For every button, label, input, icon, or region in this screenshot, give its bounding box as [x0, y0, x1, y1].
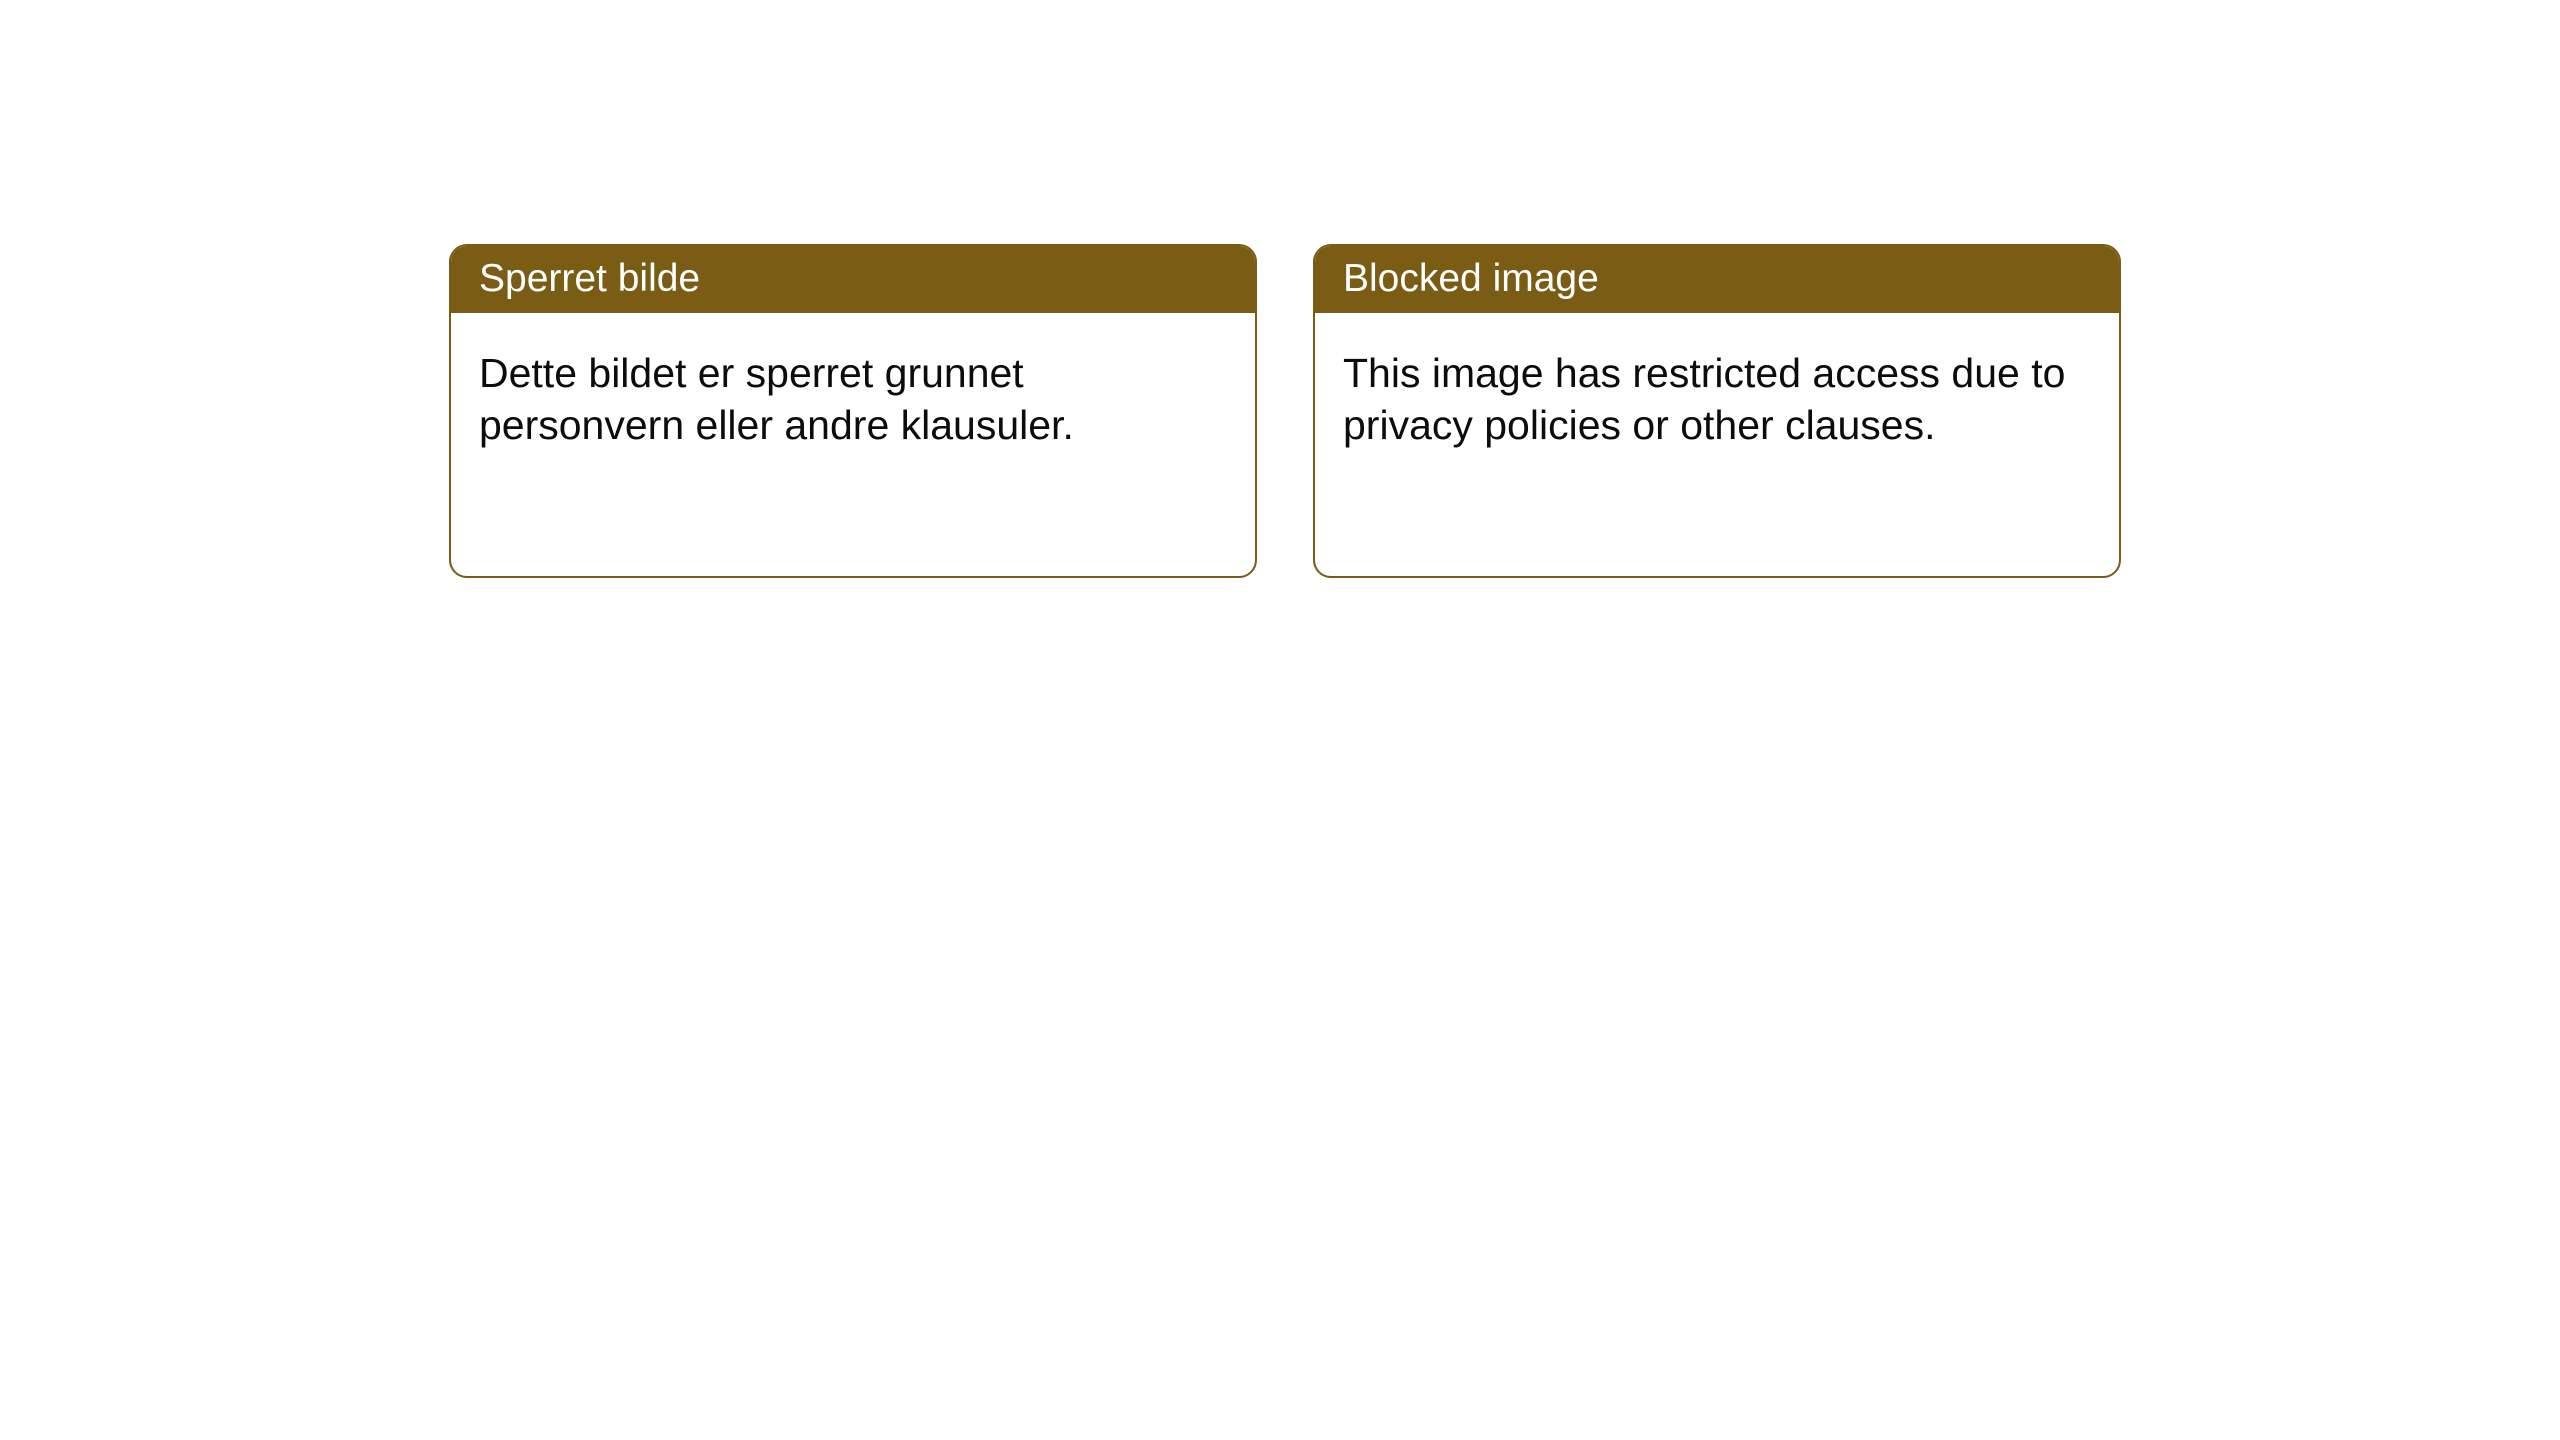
notice-card-norwegian: Sperret bilde Dette bildet er sperret gr… — [449, 244, 1257, 578]
notice-card-english: Blocked image This image has restricted … — [1313, 244, 2121, 578]
notice-body-text: Dette bildet er sperret grunnet personve… — [451, 313, 1255, 485]
notice-header: Blocked image — [1315, 246, 2119, 313]
notice-header: Sperret bilde — [451, 246, 1255, 313]
notice-container: Sperret bilde Dette bildet er sperret gr… — [0, 0, 2560, 578]
notice-body-text: This image has restricted access due to … — [1315, 313, 2119, 485]
